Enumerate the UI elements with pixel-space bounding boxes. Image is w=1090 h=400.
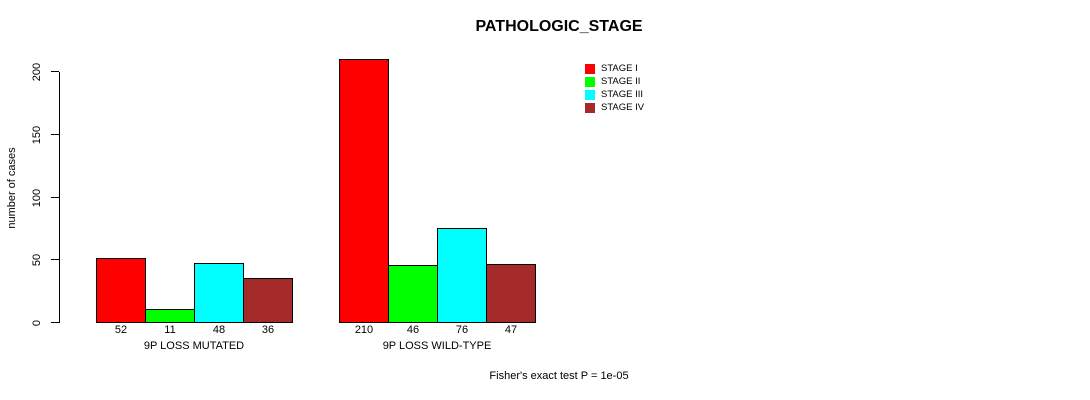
- legend-item-label: STAGE IV: [601, 101, 645, 113]
- statistical-test-annotation: Fisher's exact test P = 1e-05: [489, 370, 629, 382]
- bar-stage-i: [339, 59, 389, 323]
- bar-value-label: 11: [164, 324, 176, 336]
- legend-item: STAGE III: [585, 88, 644, 101]
- bar-value-label: 76: [455, 324, 469, 336]
- legend-color-swatch: [585, 102, 595, 113]
- y-tick-mark: [51, 197, 59, 198]
- bar-value-label: 47: [504, 324, 518, 336]
- legend: STAGE I STAGE II STAGE III STAGE IV: [585, 62, 644, 114]
- bar-stage-i: [96, 258, 146, 323]
- bar-stage-ii: [388, 265, 438, 323]
- bar-value-label: 210: [354, 324, 374, 336]
- chart-title: PATHOLOGIC_STAGE: [475, 18, 643, 35]
- y-tick-mark: [51, 134, 59, 135]
- bar-value-label: 52: [114, 324, 128, 336]
- y-tick-mark: [51, 259, 59, 260]
- y-tick-mark: [51, 71, 59, 72]
- bar-value-label: 48: [212, 324, 226, 336]
- x-group-label: 9P LOSS MUTATED: [143, 340, 245, 352]
- legend-item: STAGE II: [585, 75, 644, 88]
- bar-value-label: 36: [261, 324, 275, 336]
- bar-stage-iv: [243, 278, 293, 323]
- legend-item-label: STAGE II: [601, 75, 641, 87]
- legend-item: STAGE IV: [585, 101, 644, 114]
- y-tick-mark: [51, 322, 59, 323]
- bar-stage-iii: [437, 228, 487, 323]
- bar-stage-iii: [194, 263, 244, 323]
- legend-color-swatch: [585, 76, 595, 87]
- legend-item: STAGE I: [585, 62, 644, 75]
- bar-value-label: 46: [406, 324, 420, 336]
- x-group-label: 9P LOSS WILD-TYPE: [382, 340, 492, 352]
- legend-item-label: STAGE III: [601, 88, 644, 100]
- bar-stage-iv: [486, 264, 536, 323]
- legend-color-swatch: [585, 89, 595, 100]
- y-axis-line: [59, 72, 60, 323]
- legend-item-label: STAGE I: [601, 62, 638, 74]
- legend-color-swatch: [585, 63, 595, 74]
